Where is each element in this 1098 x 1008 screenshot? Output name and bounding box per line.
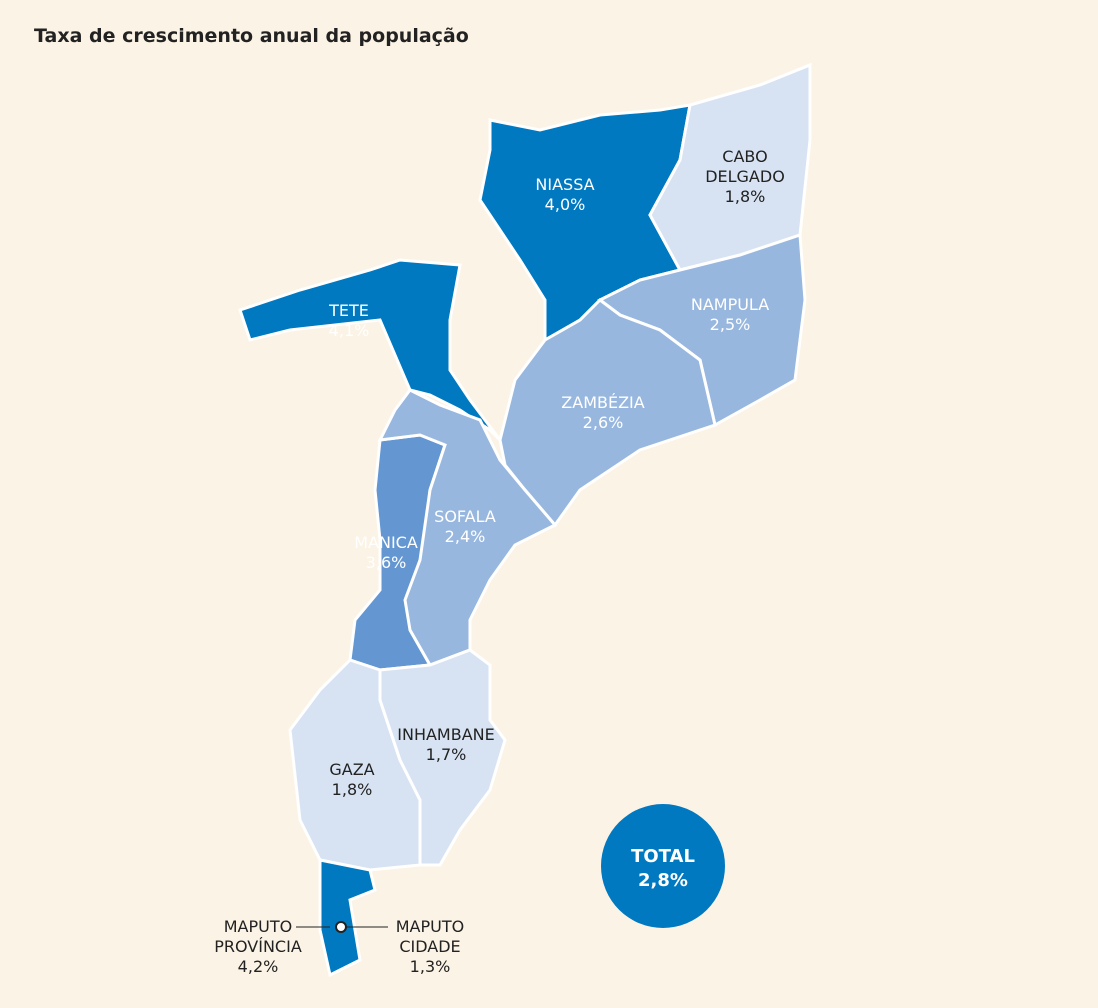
province-name: CIDADE (399, 937, 460, 956)
province-name: DELGADO (705, 167, 785, 186)
province-label: ZAMBÉZIA 2,6% (561, 393, 644, 432)
province-value: 4,0% (545, 195, 586, 214)
province (238, 258, 502, 442)
province-value: 2,6% (583, 413, 624, 432)
province-label: CABO DELGADO 1,8% (705, 147, 785, 206)
province-name: SOFALA (434, 507, 496, 526)
province-label: SOFALA 2,4% (434, 507, 496, 546)
total-value: 2,8% (638, 870, 688, 891)
province-value: 1,3% (410, 957, 451, 976)
province-name: PROVÍNCIA (214, 937, 302, 956)
province-name: NAMPULA (691, 295, 769, 314)
province-name: MAPUTO (224, 917, 292, 936)
province-label: TETE 4,1% (328, 301, 369, 340)
province-value: 4,2% (238, 957, 279, 976)
province-value: 4,1% (329, 321, 370, 340)
province-name: ZAMBÉZIA (561, 393, 644, 412)
province-name: CABO (722, 147, 767, 166)
province (498, 298, 717, 528)
province-label: INHAMBANE 1,7% (397, 725, 494, 764)
total-circle (601, 804, 725, 928)
province (378, 648, 507, 867)
province-label: MAPUTO PROVÍNCIA 4,2% (214, 917, 302, 976)
province-name: MANICA (354, 533, 418, 552)
province-label: NAMPULA 2,5% (691, 295, 769, 334)
province-name: NIASSA (535, 175, 594, 194)
title: Taxa de crescimento anual da população (34, 25, 469, 47)
province-name: INHAMBANE (397, 725, 494, 744)
province (318, 858, 377, 978)
province-label: NIASSA 4,0% (535, 175, 594, 214)
province-name: GAZA (329, 760, 374, 779)
province-value: 1,8% (725, 187, 766, 206)
city-marker (335, 921, 347, 933)
province-label: MANICA 3,6% (354, 533, 418, 572)
province-value: 3,6% (366, 553, 407, 572)
province-label: MAPUTO CIDADE 1,3% (396, 917, 464, 976)
province-label: GAZA 1,8% (329, 760, 374, 799)
province-value: 2,5% (710, 315, 751, 334)
province-name: TETE (328, 301, 369, 320)
province-name: MAPUTO (396, 917, 464, 936)
province-value: 1,8% (332, 780, 373, 799)
total-name: TOTAL (631, 846, 695, 867)
province-value: 1,7% (426, 745, 467, 764)
province-value: 2,4% (445, 527, 486, 546)
